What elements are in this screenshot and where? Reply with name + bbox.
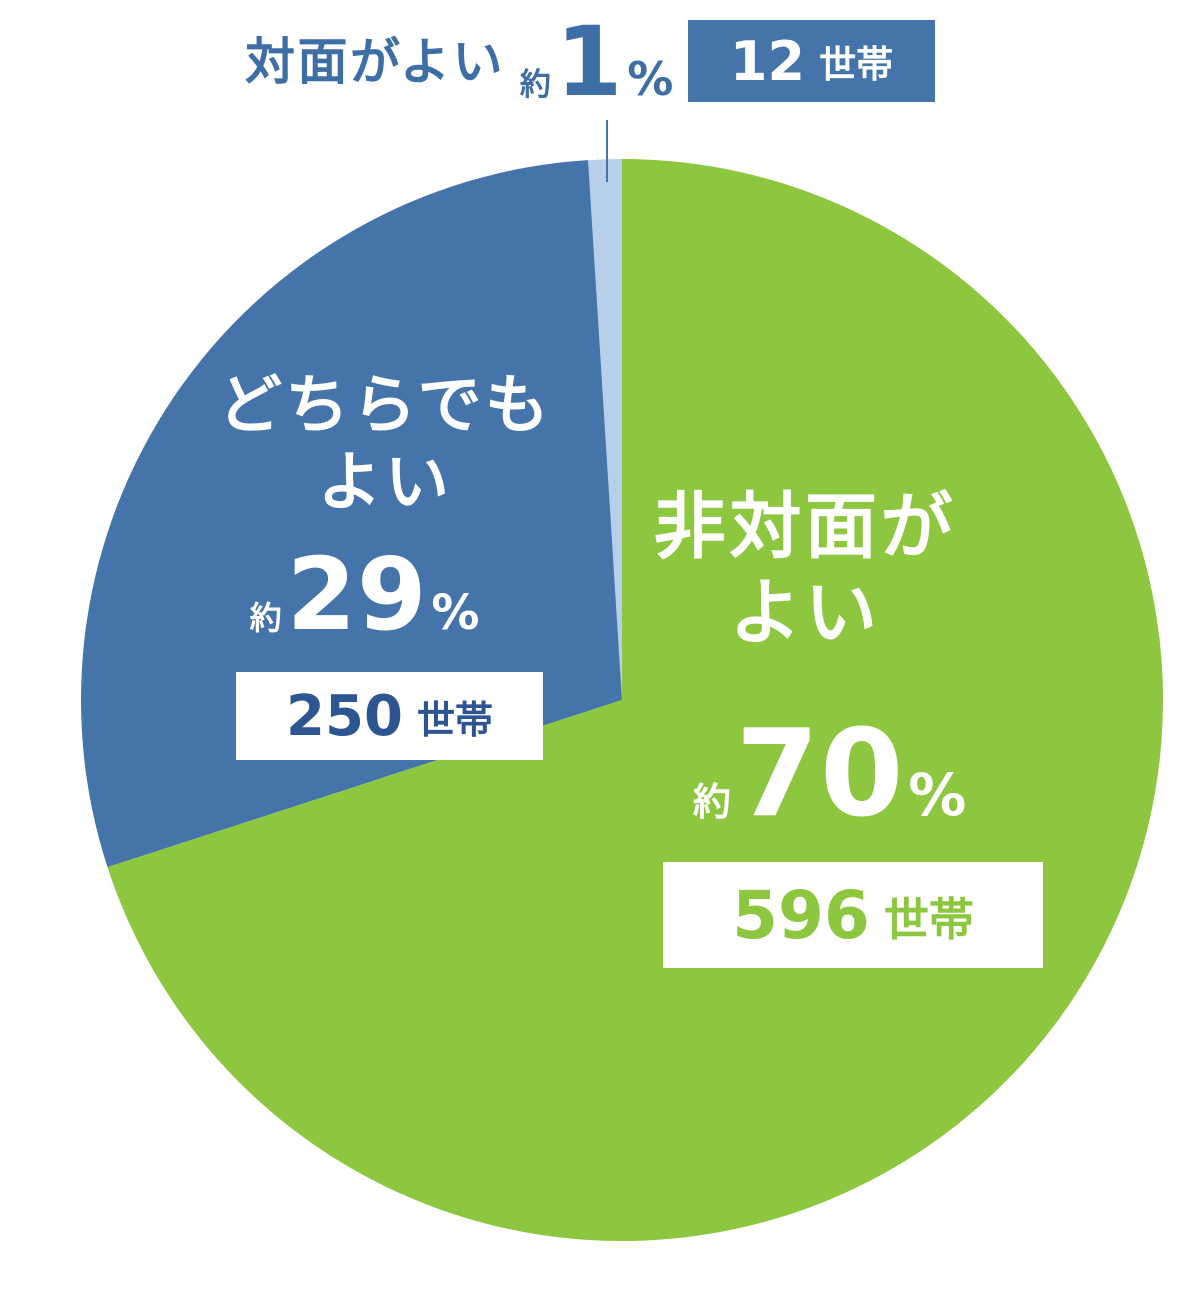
percent-prefix: 約	[519, 67, 552, 103]
percent-value: 1	[555, 6, 624, 118]
percent-value: 29	[286, 536, 428, 653]
slice-label: どちらでもよい	[217, 369, 553, 520]
percent-label: 約 70%	[693, 715, 967, 835]
pie-slice	[107, 159, 1164, 1241]
count-box: 250 世帯	[236, 672, 543, 760]
percent-suffix: %	[627, 52, 675, 106]
percent-value: 70	[735, 705, 905, 844]
count-suffix: 世帯	[416, 697, 493, 742]
percent-label: 約 29%	[250, 545, 480, 645]
percent-label: 約 1%	[520, 14, 674, 110]
count-value: 596	[732, 876, 870, 954]
count-box: 596 世帯	[663, 862, 1043, 968]
percent-suffix: %	[908, 761, 968, 829]
count-box: 12 世帯	[688, 20, 935, 102]
percent-prefix: 約	[249, 599, 283, 637]
count-value: 12	[729, 29, 806, 93]
slice-label: 非対面がよい	[653, 484, 957, 655]
count-value: 250	[286, 683, 403, 749]
count-suffix: 世帯	[819, 43, 894, 86]
percent-prefix: 約	[692, 780, 732, 824]
slice-label: 対面がよい	[245, 33, 505, 91]
percent-suffix: %	[431, 585, 481, 641]
count-suffix: 世帯	[883, 892, 974, 946]
pie-slice	[588, 159, 622, 700]
